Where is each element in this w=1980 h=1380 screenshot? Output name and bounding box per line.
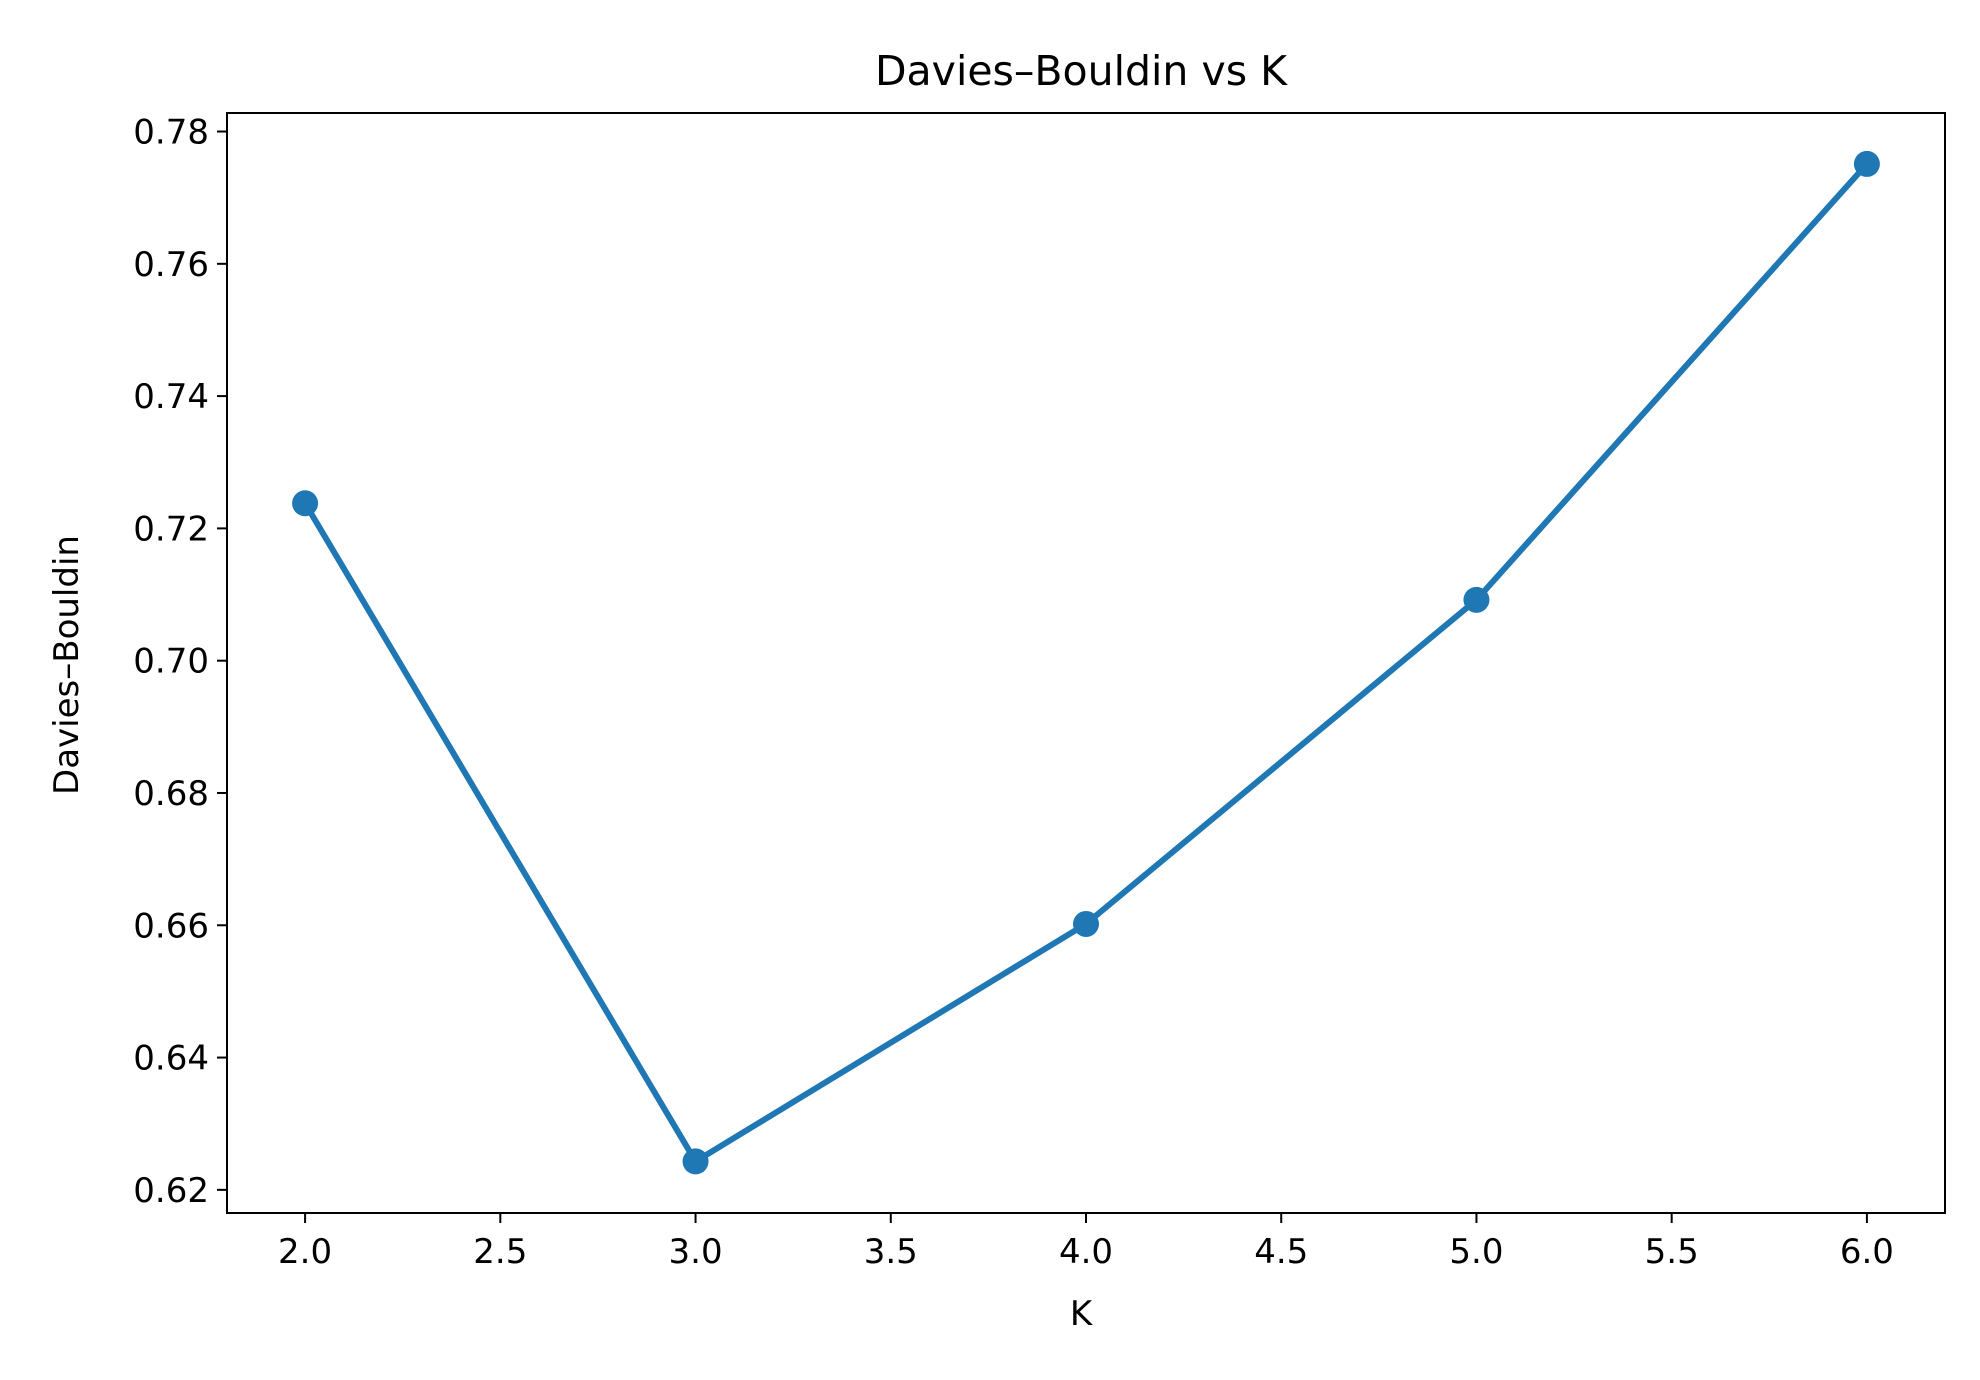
x-axis-label: K xyxy=(1070,1294,1094,1334)
x-tick-label: 5.0 xyxy=(1449,1232,1503,1272)
y-tick-label: 0.76 xyxy=(133,245,209,285)
x-tick-label: 3.0 xyxy=(669,1232,723,1272)
y-tick-label: 0.72 xyxy=(133,509,209,549)
x-tick-label: 6.0 xyxy=(1840,1232,1894,1272)
x-tick-label: 2.5 xyxy=(473,1232,527,1272)
chart-title: Davies–Bouldin vs K xyxy=(875,47,1288,95)
y-tick-label: 0.62 xyxy=(133,1171,209,1211)
x-tick-label: 4.5 xyxy=(1254,1232,1308,1272)
y-tick-label: 0.68 xyxy=(133,774,209,814)
series-group xyxy=(292,150,1880,1175)
y-tick-label: 0.70 xyxy=(133,642,209,682)
data-point xyxy=(1853,150,1880,177)
y-axis: 0.62 0.64 0.66 0.68 0.70 0.72 0.74 0.76 0.78 xyxy=(133,113,227,1211)
x-tick-label: 5.5 xyxy=(1645,1232,1699,1272)
data-point xyxy=(682,1148,709,1175)
plot-area: 2.0 2.5 3.0 3.5 4.0 4.5 5.0 5.5 6.0 0.62 0.64 0.66… xyxy=(133,112,1946,1272)
x-axis: 2.0 2.5 3.0 3.5 4.0 4.5 5.0 5.5 6.0 xyxy=(278,1213,1894,1272)
data-point xyxy=(1073,910,1099,937)
data-point xyxy=(1463,586,1490,613)
x-tick-label: 4.0 xyxy=(1059,1232,1113,1272)
data-point xyxy=(292,490,319,517)
y-tick-label: 0.74 xyxy=(133,377,209,417)
x-tick-label: 2.0 xyxy=(278,1232,332,1272)
y-axis-label: Davies–Bouldin xyxy=(47,535,87,795)
x-tick-label: 3.5 xyxy=(864,1232,918,1272)
y-tick-label: 0.64 xyxy=(133,1039,209,1079)
y-tick-label: 0.78 xyxy=(133,113,209,153)
y-tick-label: 0.66 xyxy=(133,906,209,946)
